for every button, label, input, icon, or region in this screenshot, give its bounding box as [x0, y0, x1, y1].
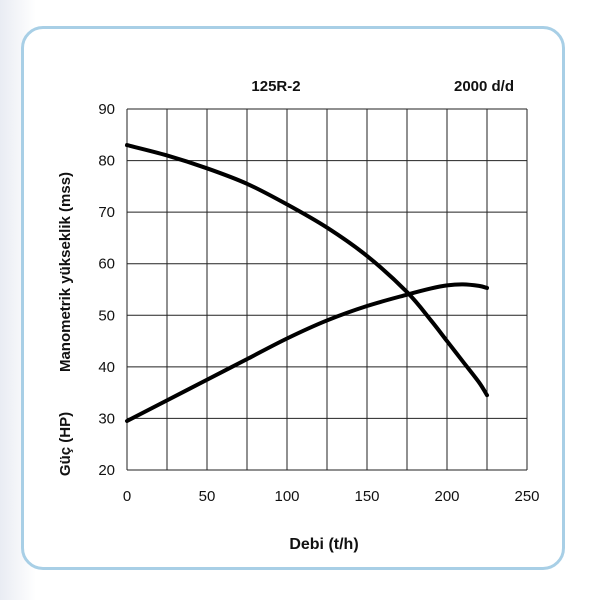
chart-ticks: 0 50 100 150 200 250 20 30 40 50 60 70 80 90: [98, 101, 539, 505]
x-tick-label: 200: [434, 488, 459, 505]
chart-grid: [126, 108, 528, 471]
pump-performance-chart: 0 50 100 150 200 250 20 30 40 50 60 70 80 90 125R-2 2…: [57, 78, 540, 553]
y-tick-label: 90: [98, 101, 115, 118]
power-curve: [125, 282, 489, 424]
x-tick-label: 50: [199, 488, 216, 505]
y-tick-label: 40: [98, 359, 115, 376]
speed-label: 2000 d/d: [454, 78, 514, 95]
y-axis-label-secondary: Güç (HP): [57, 412, 74, 476]
y-tick-label: 60: [98, 256, 115, 273]
x-tick-label: 0: [123, 488, 131, 505]
chart-panel: 0 50 100 150 200 250 20 30 40 50 60 70 80 90 125R-2 2…: [21, 26, 565, 570]
x-tick-label: 100: [274, 488, 299, 505]
y-tick-label: 70: [98, 204, 115, 221]
head-curve: [125, 143, 489, 398]
x-tick-label: 250: [514, 488, 539, 505]
y-tick-label: 20: [98, 462, 115, 479]
model-label: 125R-2: [251, 78, 300, 95]
x-axis-label: Debi (t/h): [289, 536, 358, 553]
y-axis-label-primary: Manometrik yükseklik (mss): [57, 172, 74, 372]
x-tick-label: 150: [354, 488, 379, 505]
chart-curves: [125, 143, 489, 424]
y-tick-label: 30: [98, 410, 115, 427]
y-tick-label: 80: [98, 153, 115, 170]
y-tick-label: 50: [98, 307, 115, 324]
